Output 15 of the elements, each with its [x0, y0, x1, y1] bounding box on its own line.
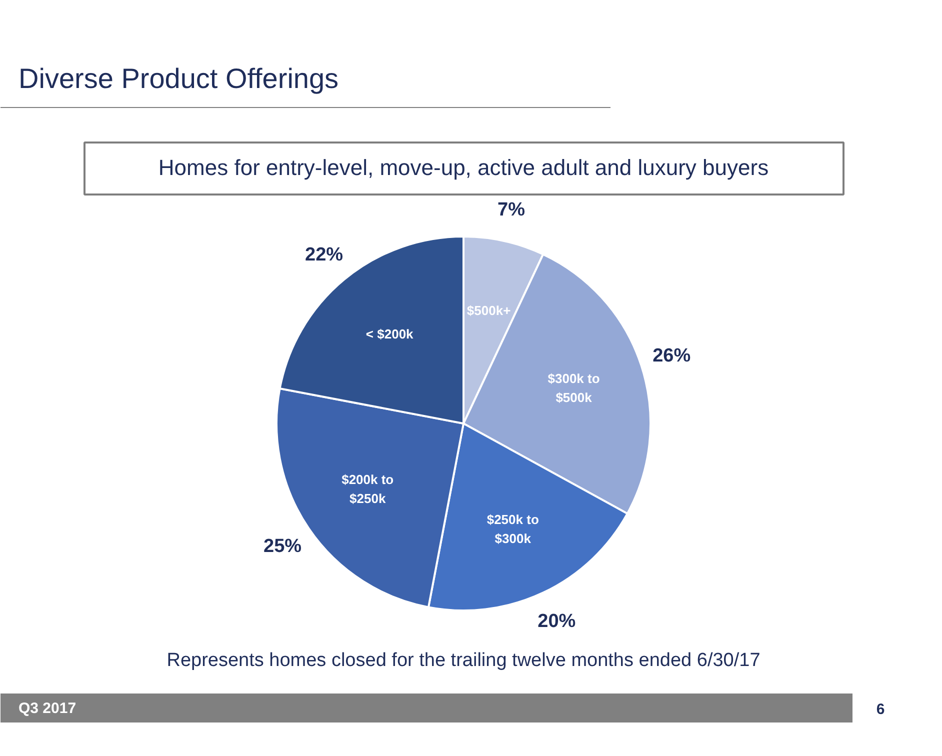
slice-label: $250k to $300k — [486, 512, 539, 546]
data-label: 26% — [652, 345, 691, 366]
slice-label: < $200k — [366, 326, 414, 342]
chart-subtitle: Homes for entry-level, move-up, active adult and luxury buyers — [158, 155, 769, 180]
data-label: 20% — [538, 610, 576, 632]
slice-label: $500k+ — [466, 302, 512, 318]
data-label: 25% — [264, 536, 302, 557]
text: Represents homes closed for the trailing twelve months ended 6/30/17 — [166, 650, 760, 671]
data-label: 22% — [305, 244, 344, 266]
text: 6 — [876, 701, 885, 718]
data-label: 7% — [497, 199, 526, 220]
slice-label: $300k to $500k — [548, 371, 600, 406]
text: Q3 2017 — [18, 700, 76, 717]
slice-label: $200k to $250k — [342, 472, 394, 506]
chart-title: Diverse Product Offerings — [18, 63, 339, 94]
